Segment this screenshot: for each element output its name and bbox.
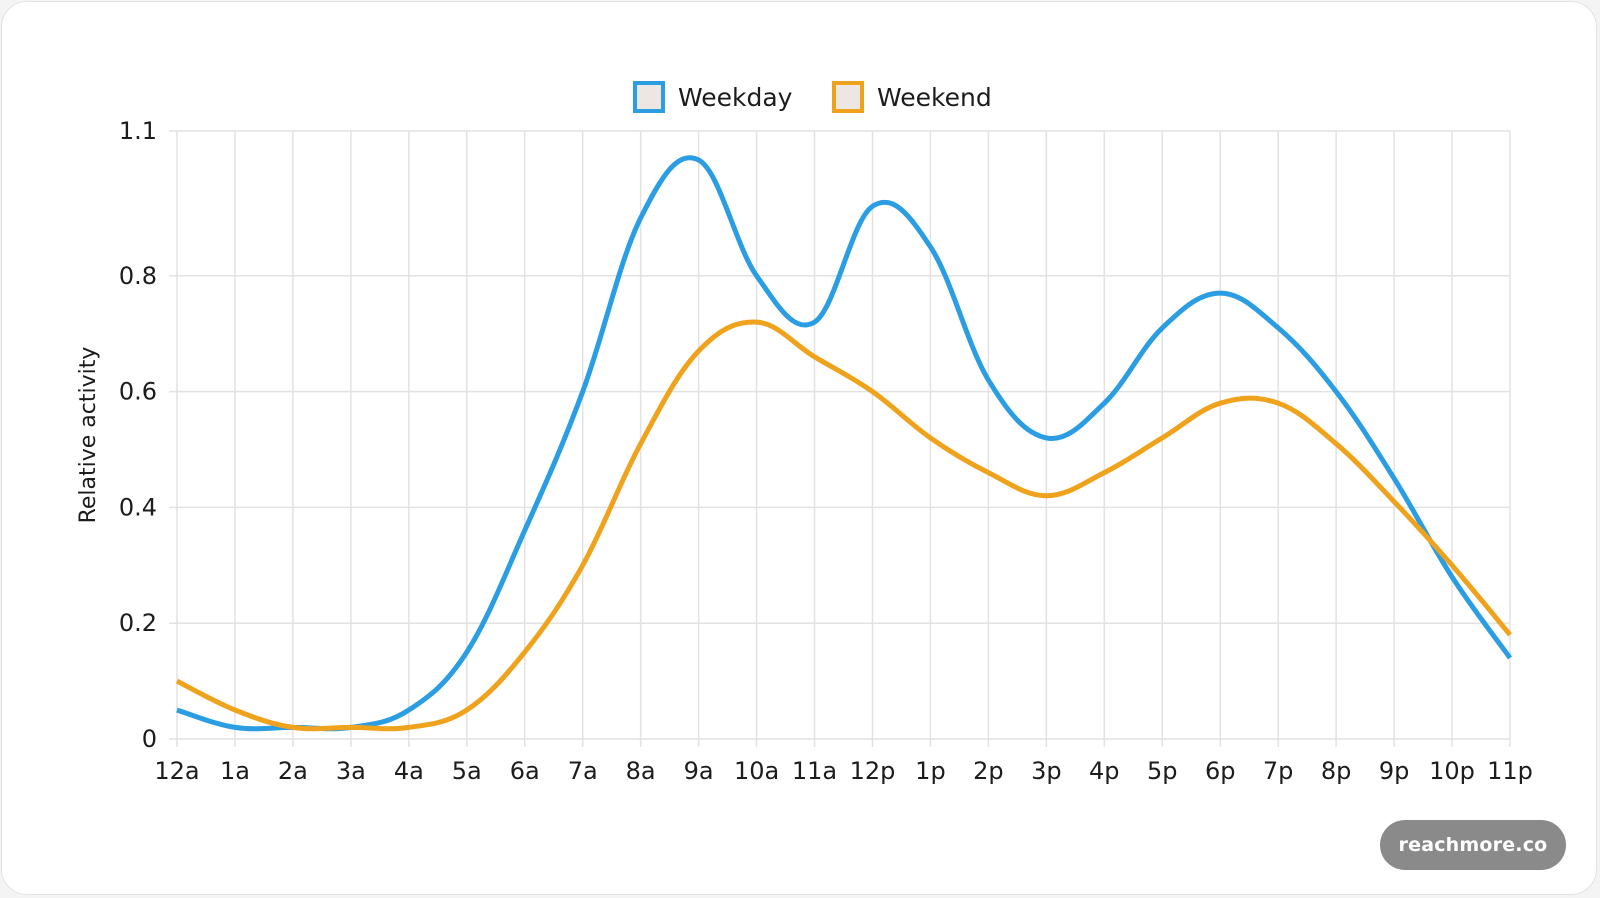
x-tick-label: 8p <box>1321 757 1352 785</box>
legend[interactable]: Weekday Weekend <box>633 81 992 113</box>
x-tick-label: 4p <box>1089 757 1120 785</box>
y-tick-label: 0.4 <box>119 493 157 521</box>
series-lines <box>175 155 1513 732</box>
x-tick-label: 7p <box>1263 757 1294 785</box>
legend-label: Weekend <box>877 83 992 112</box>
x-tick-label: 6a <box>510 757 540 785</box>
legend-item-weekend[interactable]: Weekend <box>832 81 992 113</box>
legend-swatch <box>832 81 864 113</box>
x-tick-label: 12a <box>154 757 199 785</box>
watermark-badge[interactable]: reachmore.co <box>1380 820 1566 870</box>
series-line-weekend[interactable] <box>175 319 1512 732</box>
y-tick-label: 0 <box>142 725 157 753</box>
legend-item-weekday[interactable]: Weekday <box>633 81 793 113</box>
x-tick-label: 4a <box>394 757 424 785</box>
x-tick-label: 6p <box>1205 757 1236 785</box>
x-tick-label: 12p <box>850 757 896 785</box>
x-tick-label: 9p <box>1379 757 1410 785</box>
y-tick-label: 0.6 <box>119 378 157 406</box>
x-tick-label: 11p <box>1487 757 1533 785</box>
x-tick-label: 3a <box>336 757 366 785</box>
x-tick-label: 2p <box>973 757 1004 785</box>
y-tick-label: 0.2 <box>119 609 157 637</box>
x-tick-label: 3p <box>1031 757 1062 785</box>
grid <box>169 130 1511 747</box>
y-axis-title: Relative activity <box>76 347 101 524</box>
y-tick-label: 1.1 <box>119 117 157 145</box>
x-axis-ticks: 12a 1a 2a 3a 4a 5a 6a 7a 8a 9a 10a 11a 12p 1p 2p 3p 4p 5p… <box>154 757 1533 785</box>
x-tick-label: 1p <box>915 757 946 785</box>
x-tick-label: 11a <box>792 757 837 785</box>
x-tick-label: 5p <box>1147 757 1178 785</box>
x-tick-label: 9a <box>684 757 714 785</box>
x-tick-label: 7a <box>568 757 598 785</box>
y-axis-ticks: 0 0.2 0.4 0.6 0.8 1.1 <box>119 117 157 753</box>
y-tick-label: 0.8 <box>119 262 157 290</box>
x-tick-label: 1a <box>220 757 250 785</box>
x-tick-label: 2a <box>278 757 308 785</box>
x-tick-label: 8a <box>626 757 656 785</box>
x-tick-label: 5a <box>452 757 482 785</box>
series-line-weekday[interactable] <box>176 155 1513 732</box>
x-tick-label: 10p <box>1429 757 1475 785</box>
legend-swatch <box>633 81 665 113</box>
x-tick-label: 10a <box>734 757 779 785</box>
legend-label: Weekday <box>678 83 793 112</box>
